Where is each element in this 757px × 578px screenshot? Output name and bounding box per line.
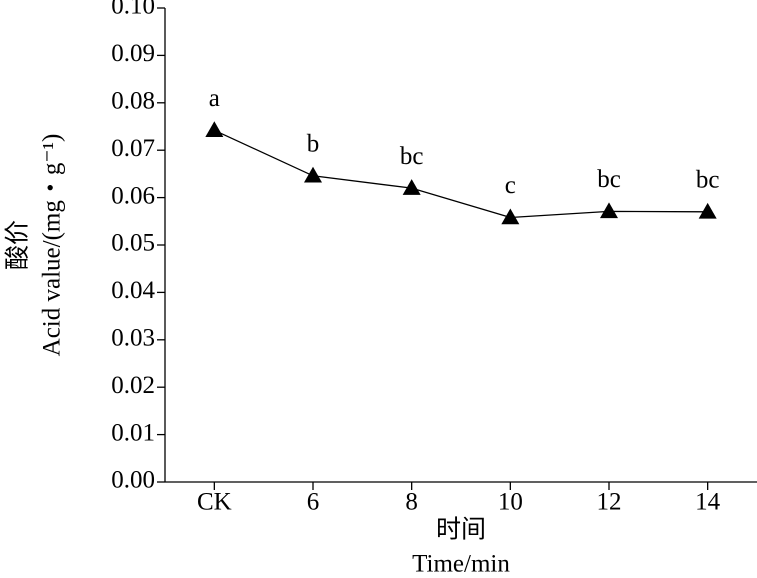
- line: [214, 129, 708, 219]
- y-tick-label: 0.00: [111, 467, 155, 494]
- y-tick-label: 0.09: [111, 40, 155, 67]
- y-axis-title-zh: 酸价: [4, 220, 32, 270]
- annotation: bc: [400, 143, 424, 170]
- y-tick-label: 0.02: [111, 372, 155, 399]
- annotation: b: [307, 131, 320, 158]
- marker: [698, 202, 717, 219]
- marker: [402, 179, 421, 195]
- x-axis-title: Time/min: [412, 551, 510, 578]
- y-tick-label: 0.05: [111, 230, 155, 257]
- x-tick-label: 6: [307, 489, 320, 516]
- marker: [600, 202, 618, 219]
- marker: [304, 166, 322, 183]
- y-tick-label: 0.07: [111, 135, 155, 162]
- x-tick-label: CK: [197, 489, 232, 516]
- x-tick-label: 14: [695, 489, 721, 516]
- y-tick-label: 0.03: [111, 325, 155, 352]
- y-tick-label: 0.10: [111, 0, 155, 20]
- x-tick-label: 12: [597, 489, 622, 516]
- x-axis-title-zh: 时间: [436, 516, 486, 544]
- y-axis-title: Acid value/(mg・g⁻¹): [39, 134, 66, 357]
- x-tick-label: 8: [405, 489, 418, 516]
- y-tick-label: 0.01: [111, 419, 155, 446]
- y-tick-label: 0.06: [111, 182, 155, 209]
- marker: [501, 208, 520, 225]
- marker: [205, 121, 224, 138]
- annotation: a: [209, 85, 220, 112]
- annotation: c: [505, 172, 516, 199]
- annotation: bc: [597, 166, 621, 193]
- x-tick-label: 10: [498, 489, 523, 516]
- y-tick-label: 0.04: [111, 277, 155, 304]
- annotation: bc: [696, 167, 720, 194]
- y-tick-label: 0.08: [111, 88, 155, 115]
